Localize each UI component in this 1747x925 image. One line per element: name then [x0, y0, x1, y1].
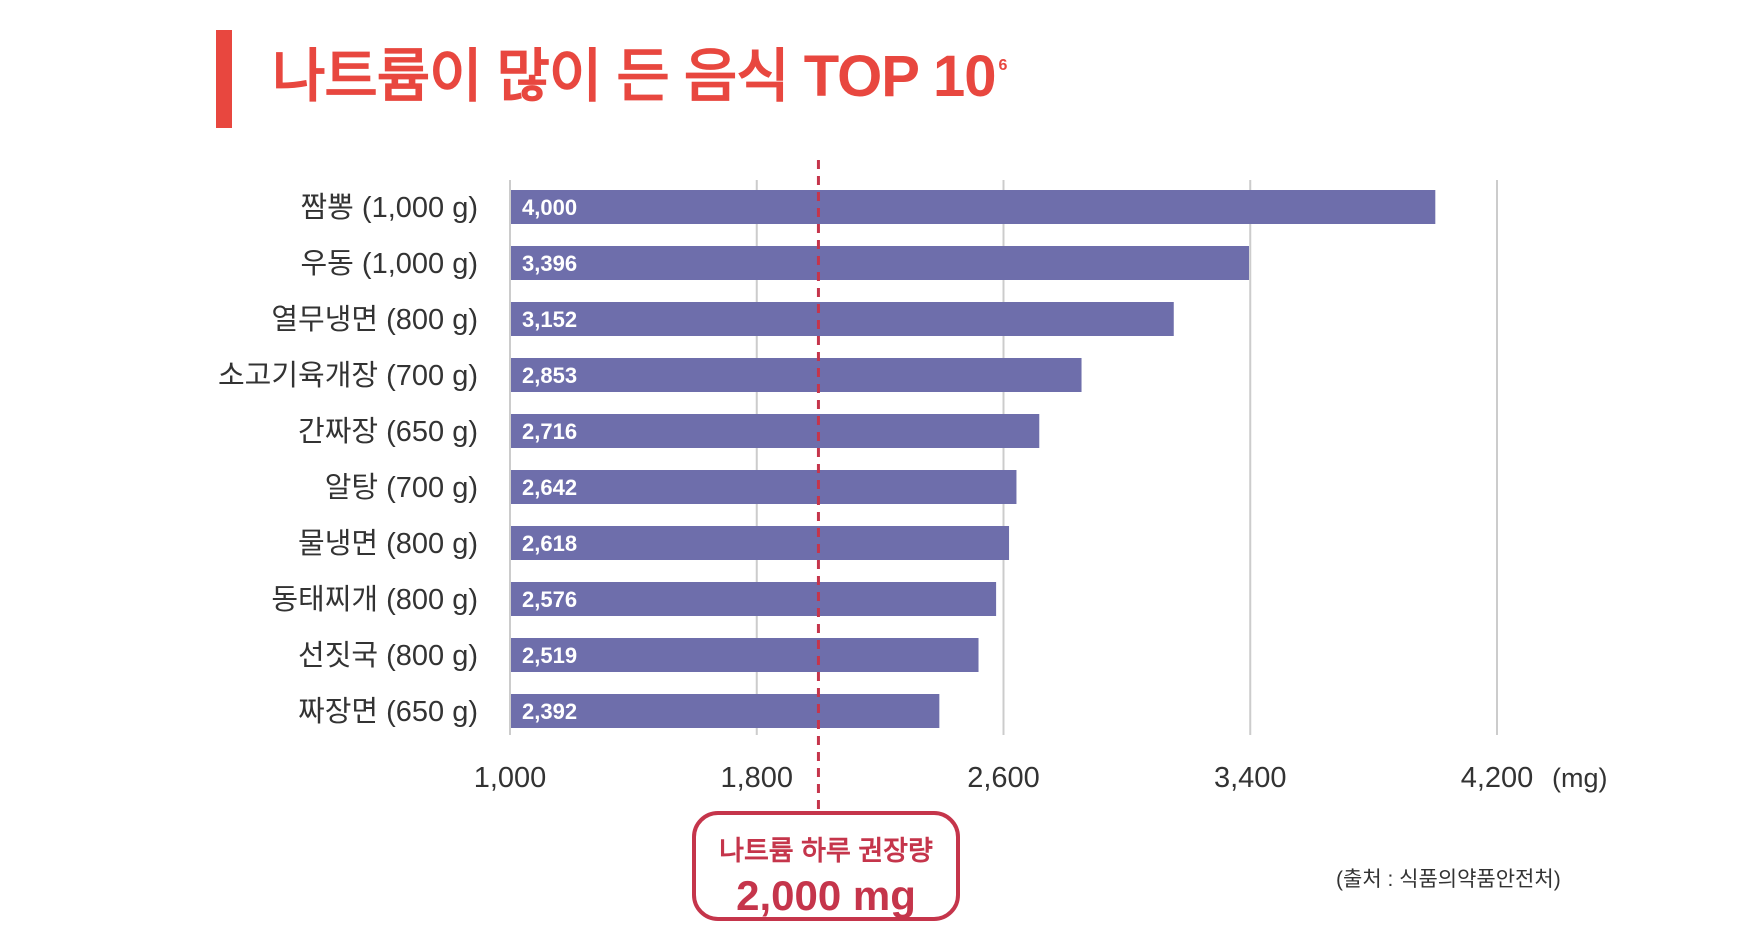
bar-7	[511, 582, 997, 616]
source-note: (출처 : 식품의약품안전처)	[1336, 868, 1561, 891]
reference-callout-value: 2,000 mg	[736, 872, 916, 919]
x-axis-unit: (mg)	[1552, 763, 1608, 793]
bar-8	[511, 638, 979, 672]
bar-value-label-8: 2,519	[522, 643, 577, 668]
bar-value-label-4: 2,716	[522, 419, 577, 444]
chart-title: 나트륨이 많이 든 음식 TOP 10 6	[272, 42, 1007, 112]
category-label-0: 짬뽕 (1,000 g)	[301, 192, 479, 224]
bar-9	[511, 694, 940, 728]
category-label-6: 물냉면 (800 g)	[298, 527, 478, 560]
reference-callout-label: 나트륨 하루 권장량	[719, 836, 933, 866]
category-labels: 짬뽕 (1,000 g) 우동 (1,000 g) 열무냉면 (800 g) 소고기육…	[218, 192, 478, 728]
category-label-8: 선짓국 (800 g)	[298, 640, 478, 672]
category-label-2: 열무냉면 (800 g)	[271, 303, 478, 336]
bar-value-label-3: 2,853	[522, 363, 577, 388]
footnote-marker: 6	[998, 57, 1007, 74]
bar-3	[511, 358, 1082, 392]
category-label-9: 짜장면 (650 g)	[298, 695, 478, 728]
bar-4	[511, 414, 1040, 448]
x-tick-label-3: 3,400	[1214, 762, 1287, 794]
bar-5	[511, 470, 1017, 504]
bar-2	[511, 302, 1174, 336]
bar-value-label-0: 4,000	[522, 195, 577, 220]
x-tick-label-0: 1,000	[474, 762, 547, 794]
bar-value-label-5: 2,642	[522, 475, 577, 500]
bar-value-label-7: 2,576	[522, 587, 577, 612]
title-accent-bar	[216, 30, 232, 128]
x-axis-ticks: 1,000 1,800 2,600 3,400 4,200 (mg)	[474, 762, 1608, 794]
bar-value-label-1: 3,396	[522, 251, 577, 276]
x-tick-label-4: 4,200	[1461, 762, 1534, 794]
bar-value-label-2: 3,152	[522, 307, 577, 332]
bar-0	[511, 190, 1436, 224]
category-label-3: 소고기육개장 (700 g)	[218, 360, 478, 392]
reference-callout: 나트륨 하루 권장량 2,000 mg	[692, 811, 960, 921]
chart-title-text: 나트륨이 많이 든 음식 TOP 10	[272, 44, 996, 109]
category-label-5: 알탕 (700 g)	[325, 472, 478, 504]
category-label-7: 동태찌개 (800 g)	[271, 584, 478, 616]
x-tick-label-2: 2,600	[967, 762, 1040, 794]
bar-6	[511, 526, 1010, 560]
category-label-1: 우동 (1,000 g)	[301, 248, 479, 280]
category-label-4: 간짜장 (650 g)	[298, 416, 478, 448]
x-tick-label-1: 1,800	[720, 762, 793, 794]
bar-value-label-6: 2,618	[522, 531, 577, 556]
bar-value-label-9: 2,392	[522, 699, 577, 724]
bars: 4,000 3,396 3,152 2,853 2,716 2,642 2,618 2,576…	[511, 190, 1436, 728]
bar-1	[511, 246, 1250, 280]
